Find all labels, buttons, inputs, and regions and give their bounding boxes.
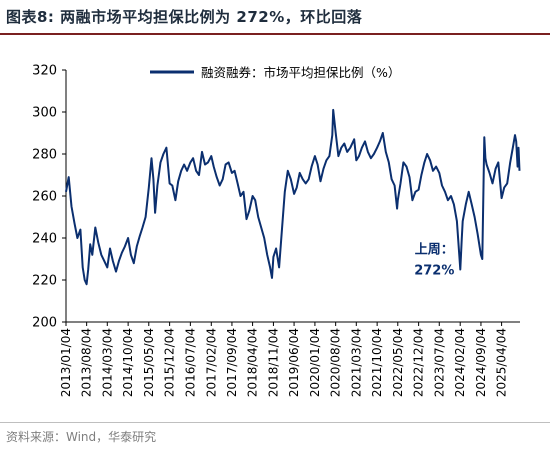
y-tick-label: 200 bbox=[32, 316, 57, 331]
x-tick-label: 2013/08/04 bbox=[80, 328, 94, 397]
x-tick-label: 2013/01/04 bbox=[59, 328, 73, 397]
figure-title: 图表8: 两融市场平均担保比例为 272%，环比回落 bbox=[6, 8, 363, 26]
x-tick-label: 2022/05/04 bbox=[391, 328, 405, 397]
header: 图表8: 两融市场平均担保比例为 272%，环比回落 bbox=[0, 0, 550, 35]
x-tick-label: 2023/07/04 bbox=[432, 328, 446, 397]
y-tick-label: 260 bbox=[32, 190, 57, 205]
x-tick-label: 2020/01/04 bbox=[308, 328, 322, 397]
y-tick-label: 300 bbox=[32, 106, 57, 121]
x-tick-label: 2021/03/04 bbox=[349, 328, 363, 397]
x-tick-label: 2017/02/04 bbox=[204, 328, 218, 397]
x-tick-label: 2014/10/04 bbox=[121, 328, 135, 397]
x-tick-label: 2019/06/04 bbox=[287, 328, 301, 397]
annotation-label: 272% bbox=[414, 264, 454, 279]
x-tick-label: 2018/11/04 bbox=[266, 328, 280, 397]
x-tick-label: 2015/05/04 bbox=[142, 328, 156, 397]
legend-label: 融资融券：市场平均担保比例（%） bbox=[201, 65, 400, 80]
x-tick-label: 2020/08/04 bbox=[329, 328, 343, 397]
title-divider bbox=[0, 33, 550, 35]
x-tick-label: 2025/04/04 bbox=[495, 328, 509, 397]
x-tick-label: 2015/12/04 bbox=[163, 328, 177, 397]
x-tick-label: 2024/02/04 bbox=[453, 328, 467, 397]
x-tick-label: 2017/09/04 bbox=[225, 328, 239, 397]
x-tick-label: 2014/03/04 bbox=[100, 328, 114, 397]
annotation-label: 上周： bbox=[415, 243, 454, 258]
x-tick-label: 2024/09/04 bbox=[474, 328, 488, 397]
x-tick-label: 2021/10/04 bbox=[370, 328, 384, 397]
y-tick-label: 240 bbox=[32, 232, 57, 247]
y-tick-label: 280 bbox=[32, 148, 57, 163]
x-tick-label: 2018/04/04 bbox=[246, 328, 260, 397]
footer-divider bbox=[0, 422, 550, 423]
chart-area: 200 220 240 260 280 300 320 2013/01/04 2013/08/0… bbox=[32, 64, 521, 397]
x-tick-label: 2016/07/04 bbox=[183, 328, 197, 397]
y-tick-label: 320 bbox=[32, 64, 57, 79]
x-tick-label: 2022/12/04 bbox=[412, 328, 426, 397]
y-tick-label: 220 bbox=[32, 274, 57, 289]
series-line bbox=[65, 108, 521, 286]
source-note: 资料来源：Wind，华泰研究 bbox=[6, 430, 157, 444]
